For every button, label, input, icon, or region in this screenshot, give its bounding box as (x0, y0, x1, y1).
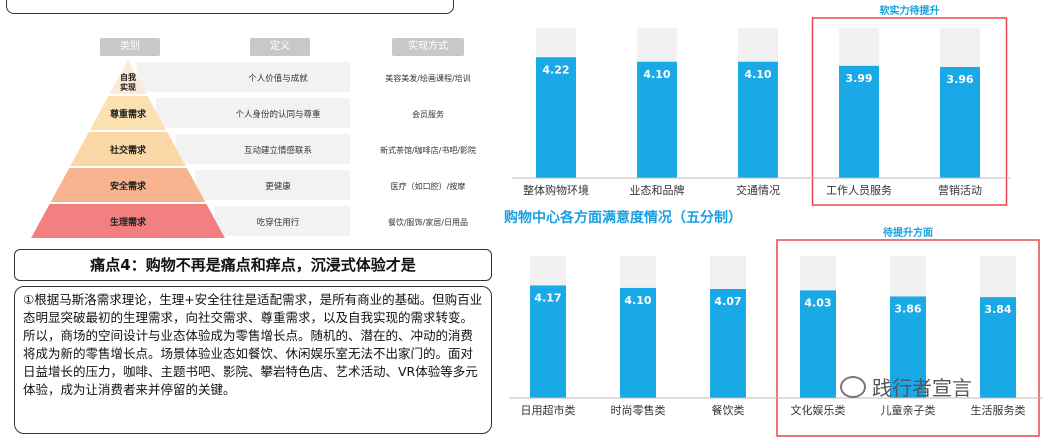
row-background (214, 206, 350, 236)
paragraph-2: 所以，商场的空间设计与业态体验成为零售增长点。随机的、潜在的、冲动的消费将成为新… (23, 328, 478, 397)
pyramid-level-label: 实现 (120, 82, 136, 92)
category-label: 交通情况 (736, 183, 780, 197)
level-method: 美容美发/绘画课程/培训 (385, 73, 470, 83)
pyramid-level-label: 自我 (120, 72, 136, 82)
watermark: 践行者宣言 (840, 372, 972, 401)
bar (890, 296, 926, 398)
bar-value-label: 4.10 (744, 68, 771, 81)
pyramid-level-label: 尊重需求 (110, 108, 147, 120)
header-method: 实现方式 (392, 38, 464, 56)
level-method: 会员服务 (412, 109, 444, 119)
bar (839, 65, 879, 178)
category-label: 营销活动 (938, 183, 982, 197)
header-category: 类别 (100, 38, 160, 56)
pyramid-level-label: 社交需求 (109, 144, 147, 156)
highlight-label: 软实力待提升 (880, 4, 940, 17)
bar (620, 287, 656, 398)
level-definition: 互动建立情感联系 (244, 145, 312, 156)
level-method: 医疗（如口腔）/按摩 (391, 181, 466, 191)
pyramid-level (50, 168, 206, 202)
category-label: 儿童亲子类 (881, 403, 936, 417)
bar-value-label: 3.86 (894, 302, 921, 315)
pyramid-level-label: 生理需求 (110, 216, 147, 228)
bar (530, 285, 566, 398)
level-definition: 个人身份的认同与尊重 (235, 109, 321, 120)
chart-bottom: 购物中心各方面满意度情况（五分制） 待提升方面 4.17 日用超市类 4.10 时尚零售类… (504, 210, 1043, 437)
category-label: 时尚零售类 (611, 403, 666, 417)
level-definition: 更健康 (265, 181, 291, 192)
bar-value-label: 4.10 (643, 68, 670, 81)
bar (940, 67, 980, 178)
highlight-box (776, 239, 1040, 437)
body-text-box: ①根据马斯洛需求理论，生理+安全往往是适配需求，是所有商业的基础。但购百业态明显… (14, 286, 492, 434)
wechat-icon (840, 375, 866, 398)
pain-point-title: 痛点4：购物不再是痛点和痒点，沉浸式体验才是 (14, 249, 492, 281)
level-definition: 吃穿住用行 (257, 217, 300, 228)
pyramid-level (31, 204, 225, 238)
category-label: 文化娱乐类 (791, 403, 846, 417)
bar-value-label: 3.99 (845, 72, 872, 85)
category-label: 生活服务类 (971, 403, 1026, 417)
bar (536, 57, 576, 178)
bar (710, 289, 746, 398)
pyramid-level (109, 60, 147, 94)
paragraph-1: ①根据马斯洛需求理论，生理+安全往往是适配需求，是所有商业的基础。但购百业态明显… (23, 292, 483, 325)
highlight-label: 待提升方面 (883, 226, 933, 239)
chart-top: 软实力待提升 4.22 整体购物环境 4.10 业态和品牌 4.10 交通情况 3.99 工作人… (511, 4, 1011, 206)
pyramid-level (70, 132, 186, 166)
category-label: 工作人员服务 (826, 184, 892, 197)
bar-value-label: 4.07 (714, 295, 741, 308)
bar (800, 290, 836, 398)
bar-value-label: 3.84 (984, 303, 1011, 316)
level-method: 餐饮/服饰/家居/日用品 (388, 217, 468, 227)
category-label: 业态和品牌 (630, 183, 685, 197)
category-label: 整体购物环境 (523, 183, 589, 197)
level-method: 新式茶馆/咖啡店/书吧/影院 (380, 145, 476, 155)
bar-value-label: 3.96 (946, 73, 973, 86)
left-panel: 类别 定义 实现方式 自我 实现 个人价值与成就 美容美发/绘画课程/培训尊重需求 个人… (0, 0, 500, 440)
highlight-box (811, 17, 1008, 206)
bar-value-label: 4.22 (542, 63, 569, 76)
row-background (156, 98, 350, 128)
bar (738, 61, 778, 178)
bar-value-label: 4.03 (804, 296, 831, 309)
pyramid-level-label: 安全需求 (110, 180, 147, 192)
category-label: 日用超市类 (521, 403, 576, 417)
watermark-text: 践行者宣言 (872, 376, 972, 400)
top-text-box (6, 0, 454, 14)
level-definition: 个人价值与成就 (248, 73, 308, 84)
bar-value-label: 4.10 (624, 294, 651, 307)
chart-title: 购物中心各方面满意度情况（五分制） (504, 210, 742, 226)
pyramid-level (89, 96, 167, 130)
row-background (175, 134, 350, 164)
bar (637, 61, 677, 178)
row-background (195, 170, 350, 200)
bar-value-label: 4.17 (534, 291, 561, 304)
category-label: 餐饮类 (712, 403, 745, 417)
bar (980, 297, 1016, 398)
header-definition: 定义 (250, 38, 310, 56)
row-background (136, 62, 350, 92)
